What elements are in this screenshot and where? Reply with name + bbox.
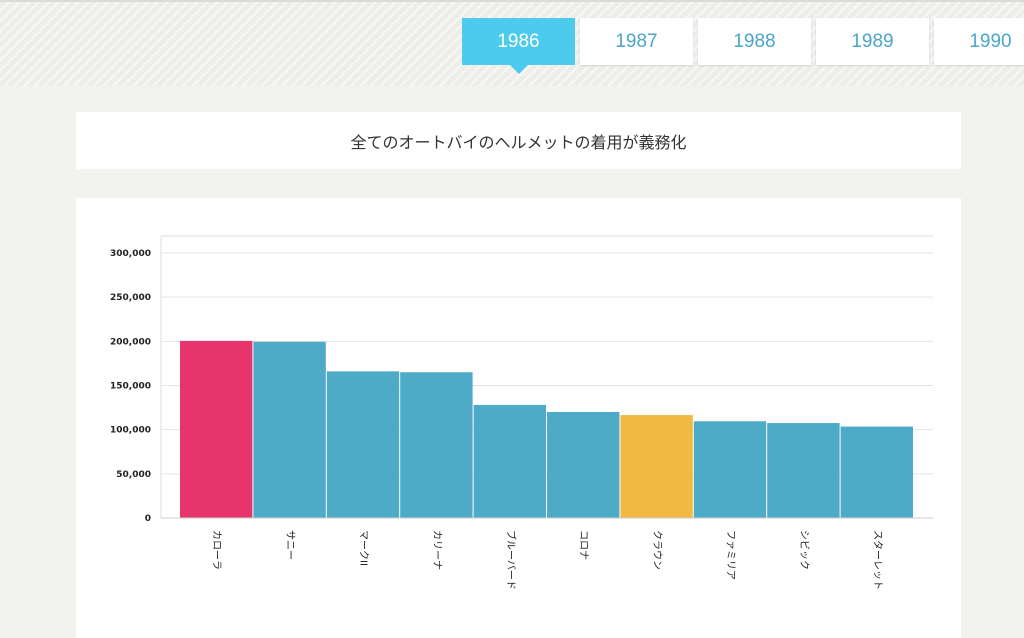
bar-10[interactable]	[840, 426, 913, 518]
y-tick-label: 50,000	[116, 470, 151, 480]
event-text: 全てのオートバイのヘルメットの着用が義務化	[350, 132, 687, 152]
x-tick-label: シビック	[798, 530, 810, 570]
x-tick-label: サニー	[284, 530, 296, 560]
tab-1989[interactable]: 1989	[816, 18, 929, 65]
y-tick-label: 200,000	[110, 337, 151, 347]
tab-label: 1987	[615, 30, 658, 52]
bar-6[interactable]	[547, 412, 620, 518]
y-tick-label: 0	[145, 514, 151, 524]
tab-label: 1990	[969, 30, 1012, 52]
top-border	[0, 0, 1024, 2]
tab-label: 1988	[733, 30, 776, 52]
bar-5[interactable]	[473, 404, 546, 518]
x-tick-label: マークII	[358, 530, 370, 566]
x-tick-label: カリーナ	[431, 530, 443, 570]
x-tick-label: コロナ	[578, 530, 590, 560]
bar-3[interactable]	[326, 371, 400, 518]
tab-1986[interactable]: 1986	[462, 18, 575, 74]
bar-9[interactable]	[767, 423, 840, 518]
tab-1988[interactable]: 1988	[698, 18, 811, 65]
tab-1990[interactable]: 1990	[934, 18, 1024, 65]
event-description-box: 全てのオートバイのヘルメットの着用が義務化	[76, 112, 961, 169]
bar-chart: 0 50,000 100,000 150,000 200,000 250,000 300,0…	[110, 235, 933, 590]
bar-1[interactable]	[180, 340, 253, 518]
chart-card: 0 50,000 100,000 150,000 200,000 250,000 300,0…	[76, 198, 961, 638]
y-tick-label: 250,000	[110, 293, 151, 303]
x-tick-label: クラウン	[651, 530, 663, 570]
y-tick-label: 300,000	[110, 249, 151, 259]
x-tick-label: ブルーバード	[504, 530, 517, 590]
tab-1987[interactable]: 1987	[580, 18, 693, 65]
x-tick-label: スターレット	[871, 530, 883, 590]
bar-8[interactable]	[693, 421, 767, 518]
tab-label: 1986	[497, 30, 540, 52]
y-tick-label: 150,000	[110, 382, 151, 392]
y-tick-label: 100,000	[110, 426, 151, 436]
bar-4[interactable]	[400, 372, 473, 518]
bar-2[interactable]	[253, 341, 326, 518]
tab-label: 1989	[851, 30, 894, 52]
x-tick-label: カローラ	[211, 530, 223, 570]
x-tick-label: ファミリア	[725, 530, 736, 580]
bar-7[interactable]	[620, 415, 693, 518]
